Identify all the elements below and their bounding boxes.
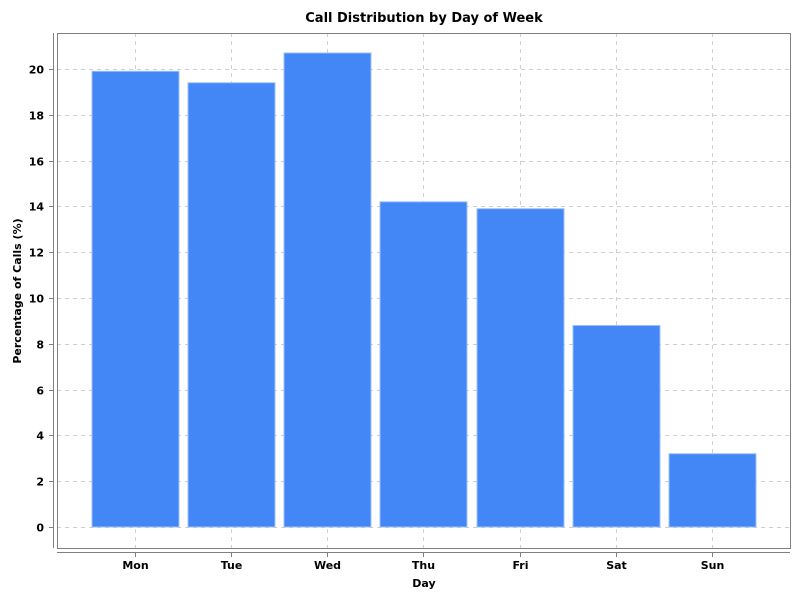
bar-fri [476,208,565,528]
y-tick-label: 18 [29,110,44,123]
y-tick-label: 2 [36,476,44,489]
x-tick-label-wed: Wed [314,559,341,572]
y-tick-label: 20 [29,64,45,77]
y-tick-label: 10 [29,293,45,306]
x-axis-label: Day [412,577,435,590]
x-tick-label-mon: Mon [122,559,148,572]
bar-mon [91,70,180,528]
x-tick-label-fri: Fri [512,559,528,572]
x-tick-label-thu: Thu [412,559,435,572]
x-tick-label-sat: Sat [606,559,627,572]
bar-sat [572,324,661,528]
y-tick-label: 12 [29,247,44,260]
bar-thu [379,201,468,528]
x-tick-label-tue: Tue [221,559,243,572]
y-axis: 0 2 4 6 8 10 12 14 16 18 20 [29,33,54,548]
bar-sun [668,453,757,528]
chart-title: Call Distribution by Day of Week [305,11,543,26]
y-tick-label: 16 [29,156,45,169]
bar-wed [283,52,372,528]
y-tick-label: 0 [36,522,44,535]
y-tick-label: 4 [36,430,44,443]
plot-frame [57,33,791,549]
bars [91,52,757,528]
y-tick-label: 14 [29,201,45,214]
x-tick-label-sun: Sun [701,559,725,572]
x-axis: Mon Tue Wed Thu Fri Sat Sun [57,552,790,572]
bar-tue [187,82,276,528]
y-tick-label: 6 [36,385,44,398]
y-axis-label: Percentage of Calls (%) [11,218,24,363]
y-tick-label: 8 [36,339,44,352]
